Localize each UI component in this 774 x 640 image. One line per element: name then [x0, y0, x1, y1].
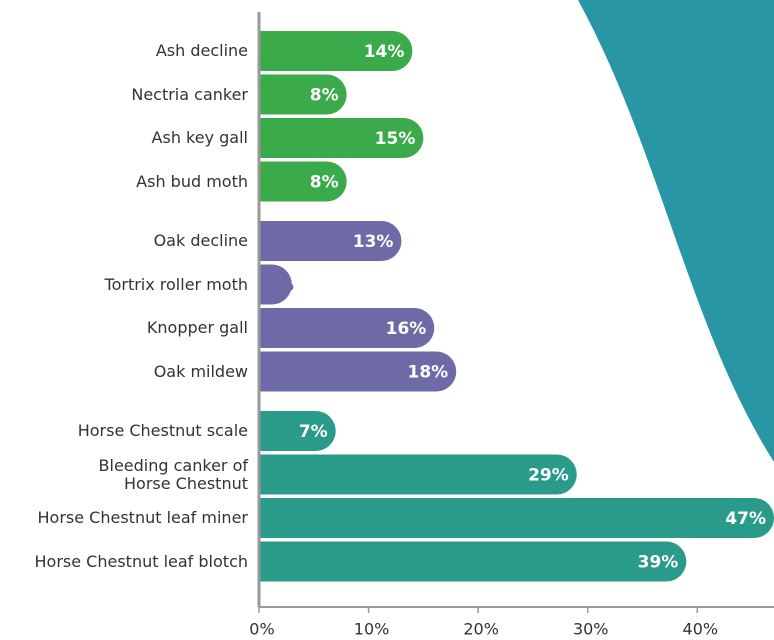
- x-tick-label: 0%: [249, 620, 274, 639]
- x-tick-label: 10%: [354, 620, 390, 639]
- category-label: Oak mildew: [153, 361, 248, 381]
- background-shape: [578, 0, 774, 462]
- bar: [259, 221, 402, 261]
- category-label: Horse Chestnut leaf blotch: [34, 551, 248, 571]
- value-label: 7%: [299, 422, 328, 442]
- category-label: Horse Chestnut scale: [77, 421, 248, 440]
- bar: [259, 264, 292, 305]
- value-label: 8%: [310, 173, 339, 193]
- value-label: 47%: [725, 509, 766, 529]
- category-label: Tortrix roller moth: [104, 274, 248, 294]
- value-label: 3%: [265, 276, 294, 296]
- bar: [259, 161, 347, 202]
- bar: [259, 351, 457, 392]
- bar: [259, 411, 336, 452]
- bar: [259, 118, 424, 158]
- bar: [259, 498, 774, 538]
- value-label: 39%: [638, 553, 679, 573]
- category-label: Horse Chestnut leaf miner: [37, 508, 248, 527]
- x-tick-label: 20%: [463, 620, 499, 639]
- category-label: Bleeding canker of Horse Chestnut: [98, 455, 248, 493]
- category-label: Oak decline: [153, 231, 248, 250]
- category-label: Ash key gall: [151, 128, 248, 147]
- x-tick-label: 40%: [683, 620, 719, 639]
- value-label: 18%: [408, 363, 449, 383]
- category-label: Ash decline: [155, 41, 248, 60]
- value-label: 29%: [528, 466, 569, 486]
- bar: [259, 454, 577, 495]
- value-label: 13%: [353, 232, 394, 252]
- value-label: 14%: [364, 42, 405, 62]
- bar: [259, 31, 413, 71]
- bar: [259, 308, 435, 348]
- bar: [259, 74, 347, 115]
- category-label: Nectria canker: [131, 84, 248, 104]
- category-label: Knopper gall: [146, 318, 248, 337]
- x-tick-label: 30%: [573, 620, 609, 639]
- bar: [259, 541, 687, 582]
- value-label: 16%: [386, 319, 427, 339]
- category-label: Ash bud moth: [136, 171, 248, 191]
- value-label: 15%: [375, 129, 416, 149]
- value-label: 8%: [310, 86, 339, 106]
